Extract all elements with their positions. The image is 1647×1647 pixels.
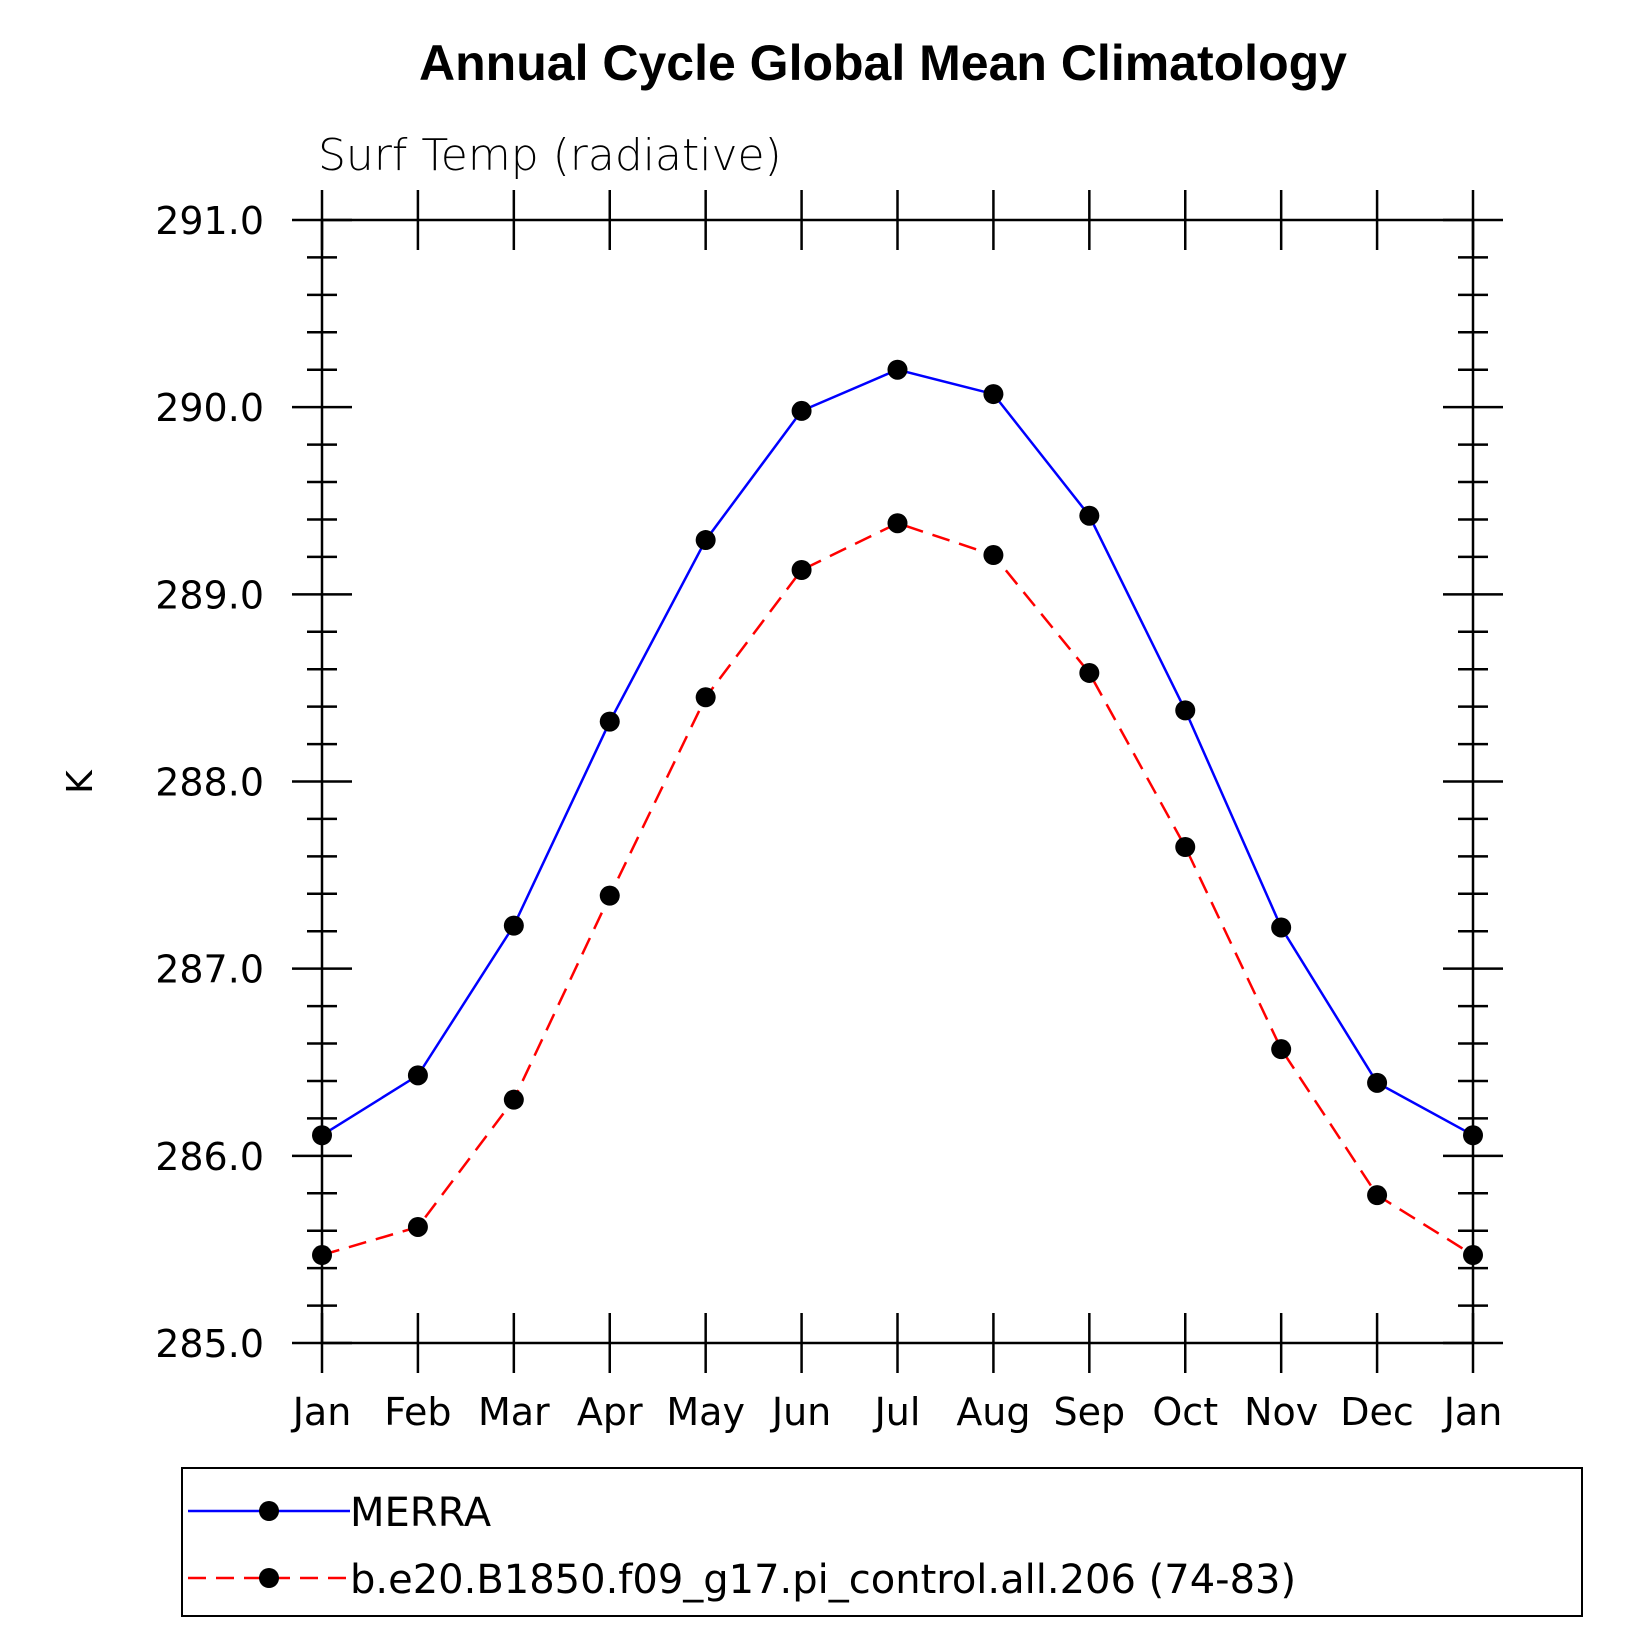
data-point-series-0 xyxy=(1079,505,1100,526)
data-point-series-0 xyxy=(887,359,908,380)
data-point-series-0 xyxy=(407,1065,428,1086)
data-point-series-0 xyxy=(983,384,1004,405)
x-tick-label: Dec xyxy=(1340,1390,1414,1434)
data-point-series-1 xyxy=(312,1245,332,1266)
data-point-series-0 xyxy=(1175,700,1196,721)
x-tick-label: Feb xyxy=(384,1390,451,1434)
y-axis-label: K xyxy=(60,769,101,794)
data-point-series-0 xyxy=(1271,917,1292,938)
data-point-series-0 xyxy=(695,530,716,551)
data-point-series-1 xyxy=(1463,1245,1483,1266)
data-series xyxy=(312,359,1483,1266)
data-point-series-1 xyxy=(1271,1039,1292,1060)
x-tick-label: Oct xyxy=(1152,1390,1218,1434)
series-line-0 xyxy=(321,368,1474,1137)
x-tick-label: Jun xyxy=(770,1390,831,1434)
y-tick-label: 286.0 xyxy=(155,1135,264,1179)
y-tick-label: 287.0 xyxy=(155,948,264,992)
data-point-series-1 xyxy=(503,1089,524,1110)
data-point-series-0 xyxy=(599,711,620,732)
legend-label-merra: MERRA xyxy=(350,1490,492,1536)
data-point-series-1 xyxy=(983,545,1004,566)
legend: MERRA b.e20.B1850.f09_g17.pi_control.all… xyxy=(181,1467,1583,1617)
data-point-series-1 xyxy=(407,1216,428,1237)
y-tick-label: 288.0 xyxy=(155,761,264,805)
y-tick-label: 285.0 xyxy=(155,1322,264,1366)
data-point-series-1 xyxy=(1367,1185,1388,1206)
x-tick-label: Jan xyxy=(291,1390,352,1434)
data-point-series-1 xyxy=(695,687,716,708)
data-point-series-1 xyxy=(1079,662,1100,683)
x-tick-label: Nov xyxy=(1244,1390,1318,1434)
chart-subtitle: Surf Temp (radiative) xyxy=(318,130,782,181)
data-point-series-0 xyxy=(312,1125,332,1146)
legend-marker-model xyxy=(259,1568,279,1588)
legend-marker-merra xyxy=(259,1501,279,1521)
x-tick-label: Jul xyxy=(873,1390,921,1434)
x-tick-label: Mar xyxy=(478,1390,550,1434)
data-point-series-1 xyxy=(887,513,908,534)
axes: 285.0 286.0 287.0 288.0 289.0 290.0 291.0 Jan Fe… xyxy=(155,190,1503,1434)
x-tick-label: Apr xyxy=(577,1390,643,1434)
data-point-series-1 xyxy=(1175,837,1196,858)
data-point-series-0 xyxy=(791,400,812,421)
plot-frame xyxy=(320,218,1475,1345)
x-tick-label: Aug xyxy=(956,1390,1030,1434)
y-tick-label: 289.0 xyxy=(155,573,264,617)
y-tick-label: 291.0 xyxy=(155,199,264,243)
x-tick-label: May xyxy=(666,1390,745,1434)
x-tick-label: Jan xyxy=(1442,1390,1503,1434)
chart-title: Annual Cycle Global Mean Climatology xyxy=(419,35,1347,91)
y-tick-label: 290.0 xyxy=(155,386,264,430)
data-point-series-1 xyxy=(599,885,620,906)
legend-label-model: b.e20.B1850.f09_g17.pi_control.all.206 (… xyxy=(350,1557,1296,1603)
data-point-series-0 xyxy=(503,915,524,936)
data-point-series-0 xyxy=(1367,1072,1388,1093)
data-point-series-0 xyxy=(1463,1125,1483,1146)
series-line-1 xyxy=(321,521,1474,1257)
data-point-series-1 xyxy=(791,560,812,581)
legend-box xyxy=(181,1467,1583,1617)
x-tick-label: Sep xyxy=(1054,1390,1126,1434)
